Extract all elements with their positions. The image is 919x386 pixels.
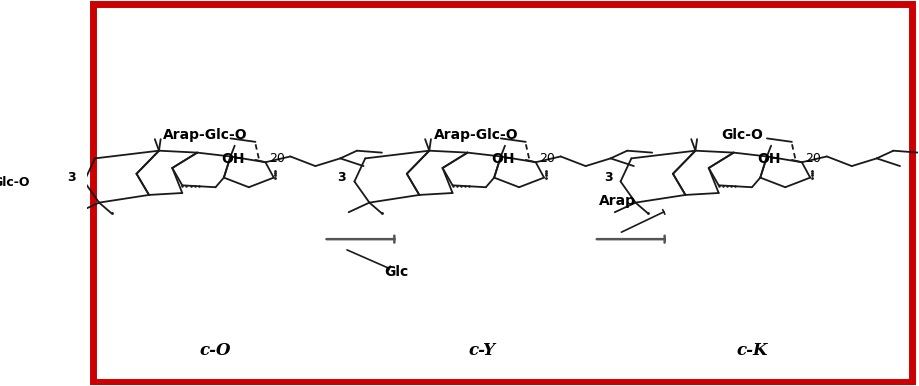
- Text: Glc: Glc: [384, 265, 408, 279]
- Text: c-O: c-O: [199, 342, 232, 359]
- Text: 3: 3: [604, 171, 612, 184]
- Text: Arap-Glc-O: Arap-Glc-O: [164, 128, 248, 142]
- Text: OH: OH: [221, 152, 244, 166]
- Text: Arap-Glc-O: Arap-Glc-O: [434, 128, 518, 142]
- Text: Glc-O: Glc-O: [0, 176, 30, 189]
- Text: 3: 3: [337, 171, 346, 184]
- Text: 3: 3: [67, 171, 76, 184]
- Text: Arap: Arap: [599, 193, 636, 208]
- Text: Glc-O: Glc-O: [721, 128, 763, 142]
- Text: 20: 20: [268, 152, 285, 165]
- Text: 20: 20: [539, 152, 555, 165]
- Text: OH: OH: [757, 152, 781, 166]
- Text: c-Y: c-Y: [468, 342, 495, 359]
- Text: c-K: c-K: [736, 342, 767, 359]
- Text: 20: 20: [805, 152, 821, 165]
- Text: OH: OH: [492, 152, 515, 166]
